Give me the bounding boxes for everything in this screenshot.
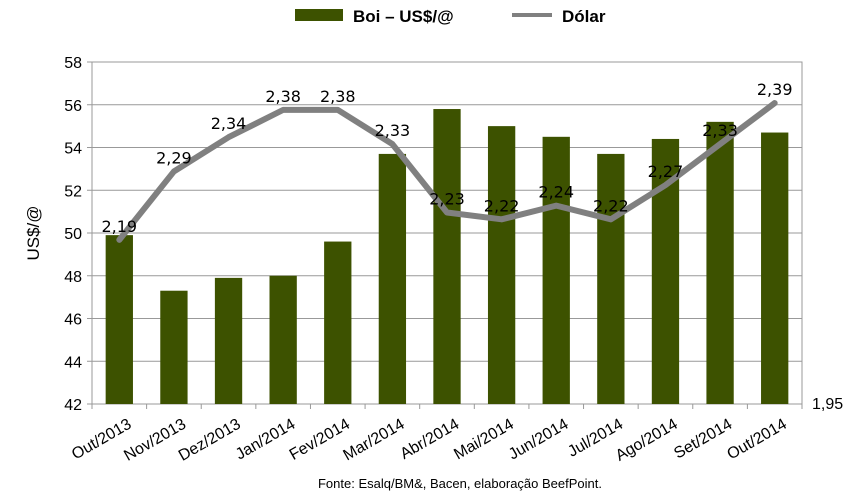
bar — [105, 235, 133, 404]
x-tick-label: Jun/2014 — [506, 416, 572, 464]
bar — [269, 275, 297, 404]
x-tick-label: Fev/2014 — [287, 416, 353, 464]
y-tick-label: 44 — [64, 354, 82, 371]
bars — [105, 109, 789, 405]
x-tick-label: Set/2014 — [671, 416, 735, 463]
legend: Boi – US$/@ Dólar — [295, 7, 606, 26]
y-tick-label: 48 — [64, 269, 82, 286]
x-tick-label: Nov/2013 — [121, 416, 189, 465]
dolar-line — [116, 100, 778, 243]
legend-label-dolar: Dólar — [562, 7, 606, 26]
bar — [706, 121, 734, 404]
x-tick-label: Mar/2014 — [341, 416, 408, 465]
bar — [597, 153, 625, 404]
y-tick-label: 54 — [64, 141, 82, 158]
dolar-data-label: 2,33 — [702, 121, 738, 140]
y-tick-label: 46 — [64, 312, 82, 329]
y-tick-label: 56 — [64, 98, 82, 115]
x-axis-ticks: Out/2013Nov/2013Dez/2013Jan/2014Fev/2014… — [69, 404, 803, 465]
bar — [324, 241, 352, 404]
bar — [378, 153, 407, 404]
dolar-data-label: 2,38 — [320, 87, 356, 106]
y-tick-label: 58 — [64, 55, 82, 72]
dolar-data-label: 2,38 — [265, 87, 301, 106]
dolar-data-label: 2,23 — [429, 189, 465, 208]
bar — [487, 126, 516, 404]
x-tick-label: Abr/2014 — [397, 416, 462, 463]
bar — [761, 132, 789, 404]
x-tick-label: Out/2014 — [724, 416, 790, 464]
bar — [433, 109, 461, 405]
legend-swatch-boi — [295, 9, 343, 21]
x-tick-label: Dez/2013 — [176, 416, 244, 465]
x-tick-label: Jan/2014 — [233, 416, 299, 464]
y-tick-label: 52 — [64, 183, 82, 200]
y-axis-label: US$/@ — [24, 205, 43, 260]
y2-axis-min-label: 1,95 — [812, 396, 843, 413]
dolar-data-label: 2,22 — [484, 196, 520, 215]
dolar-data-label: 2,24 — [538, 183, 574, 202]
y-tick-label: 50 — [64, 226, 82, 243]
dolar-data-labels: 2,19 2,29 2,34 2,38 2,38 2,33 2,23 2,22 2,24 2,22… — [101, 80, 792, 236]
y-tick-label: 42 — [64, 397, 82, 414]
x-tick-label: Mai/2014 — [451, 416, 517, 464]
dolar-data-label: 2,33 — [375, 121, 411, 140]
dolar-data-label: 2,19 — [101, 217, 137, 236]
y-axis-ticks: 42 44 46 48 50 52 54 56 58 — [64, 55, 92, 414]
source-note: Fonte: Esalq/BM&, Bacen, elaboração Beef… — [318, 476, 602, 491]
dolar-data-label: 2,34 — [211, 114, 247, 133]
bar — [542, 136, 570, 404]
dolar-data-label: 2,39 — [757, 80, 793, 99]
x-tick-label: Ago/2014 — [613, 416, 681, 465]
plot-area: 42 44 46 48 50 52 54 56 58 Out/2013Nov/2013Dez/2… — [64, 55, 843, 465]
dolar-data-label: 2,22 — [593, 196, 629, 215]
bar — [160, 290, 188, 404]
dolar-data-label: 2,29 — [156, 148, 192, 167]
legend-label-boi: Boi – US$/@ — [353, 7, 454, 26]
dolar-data-label: 2,27 — [648, 162, 684, 181]
bar — [214, 277, 243, 404]
dolar-series — [116, 100, 778, 243]
